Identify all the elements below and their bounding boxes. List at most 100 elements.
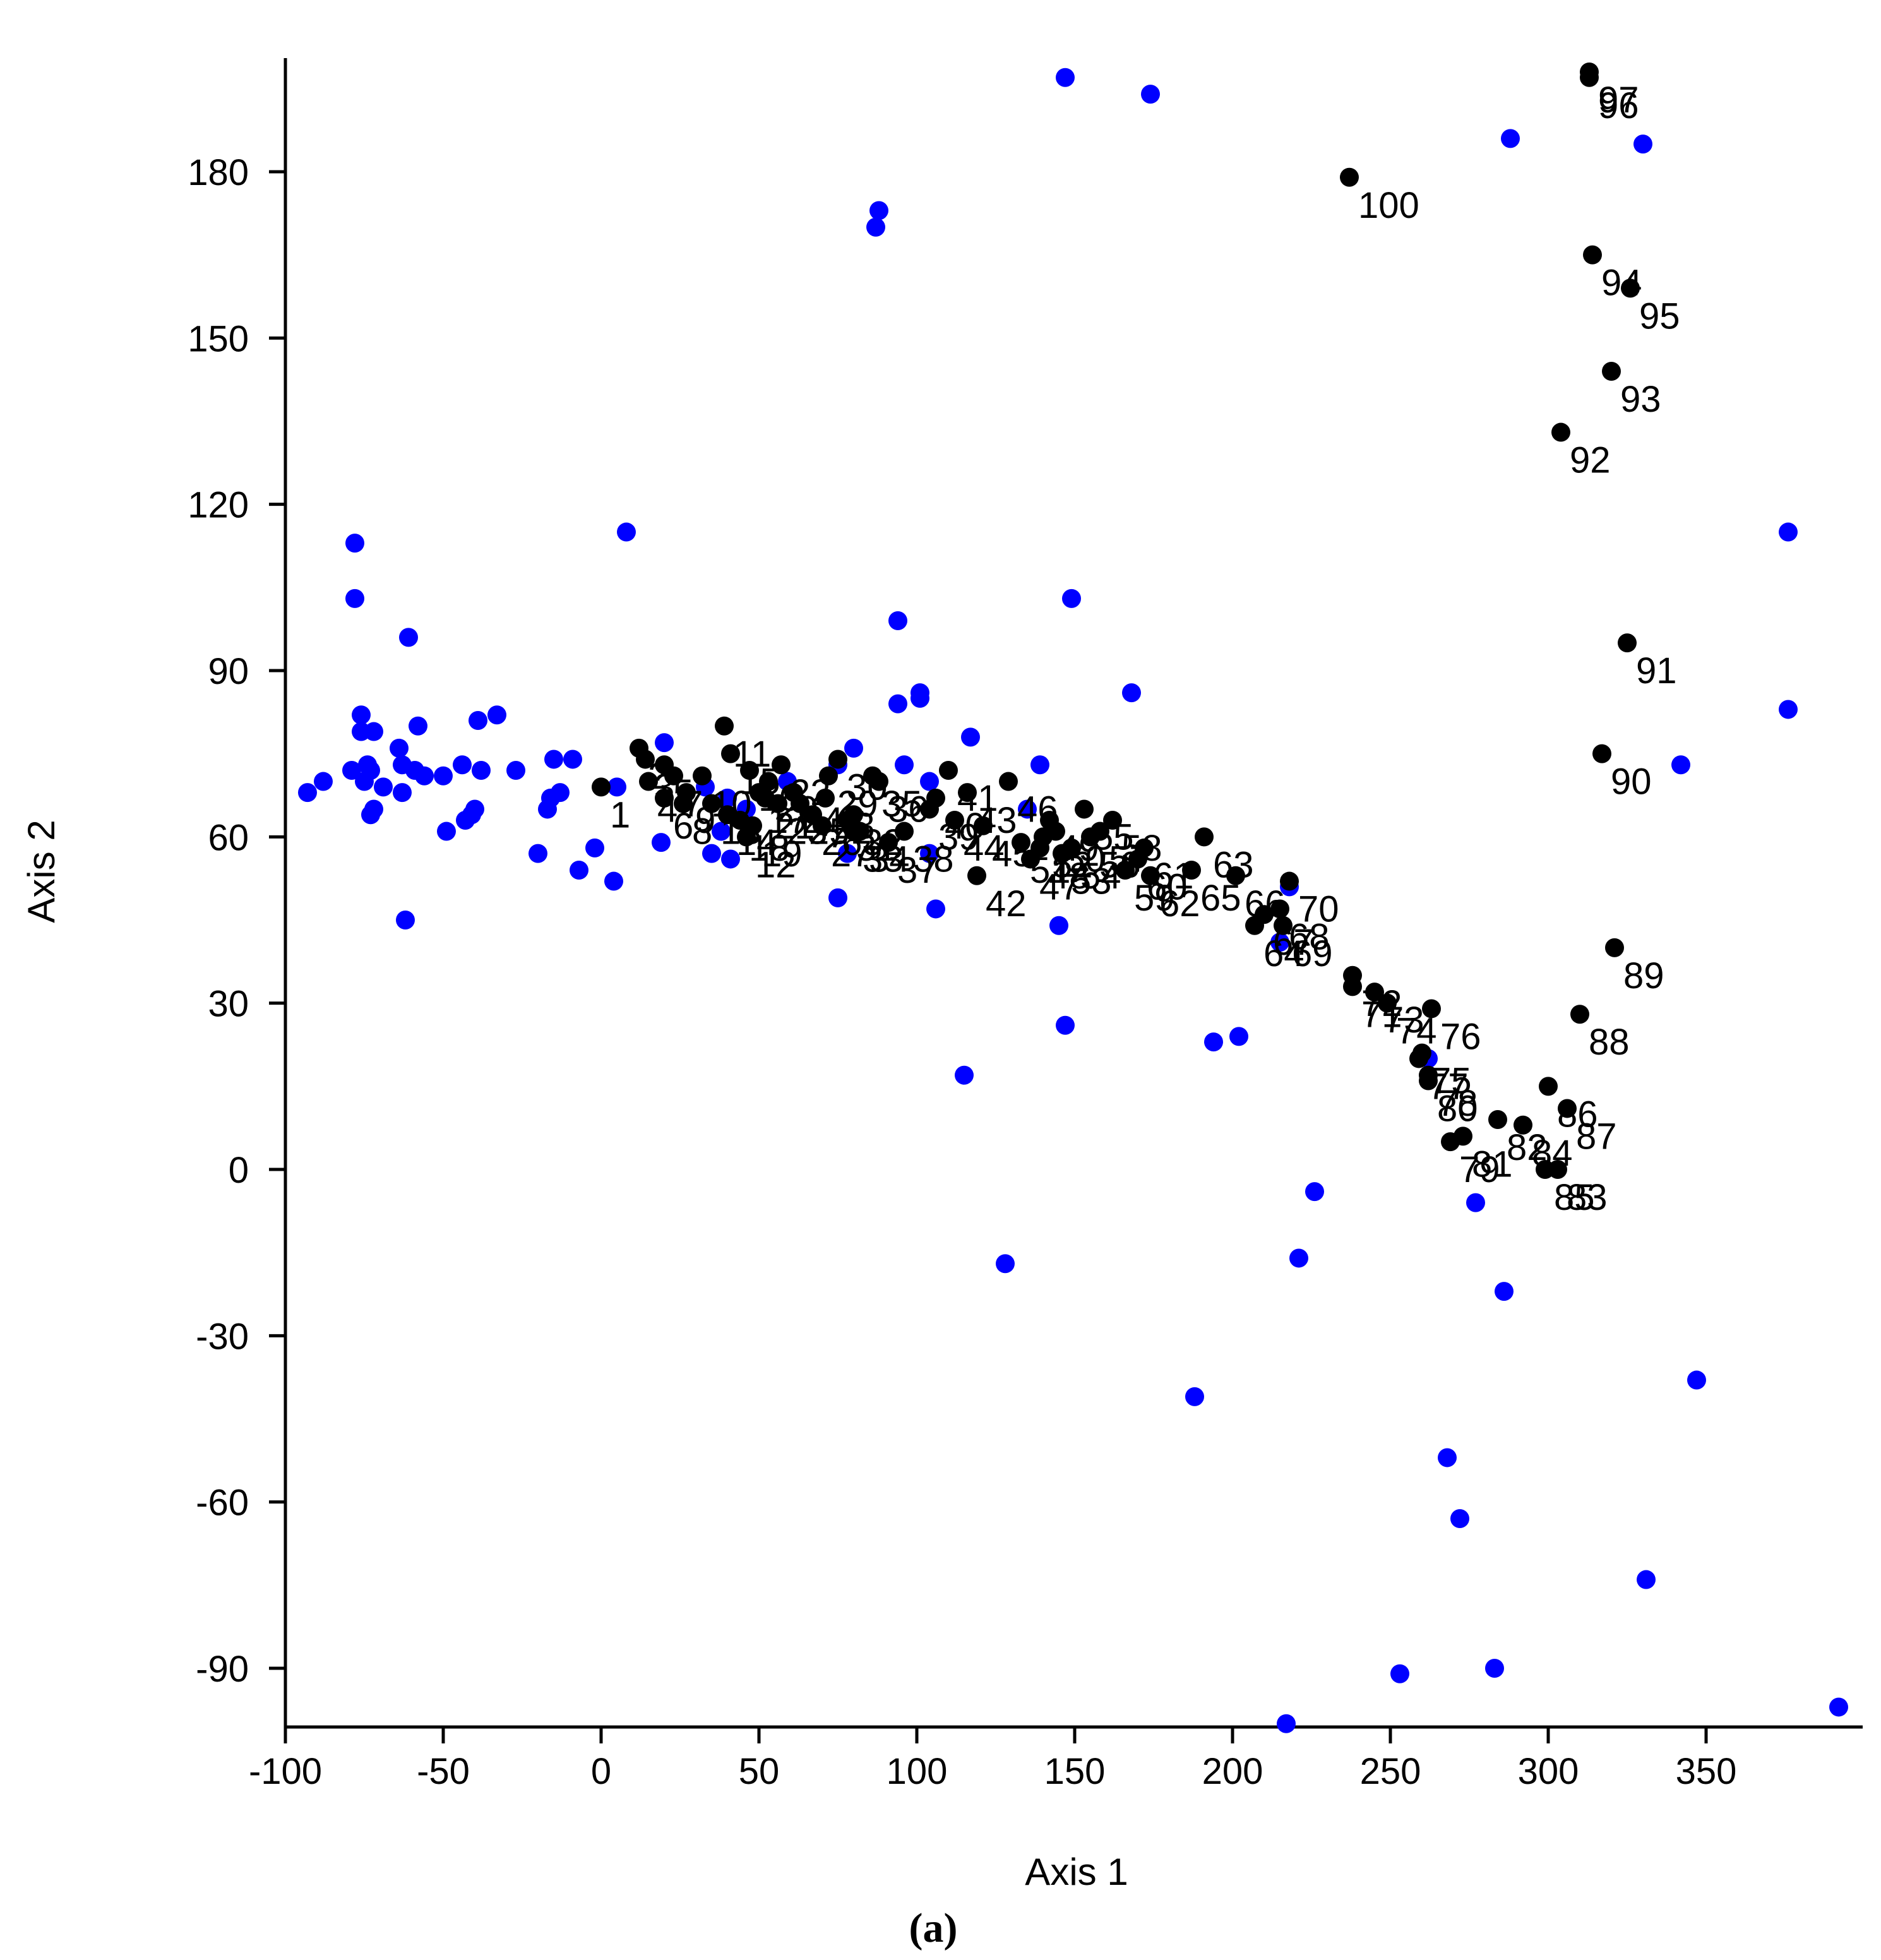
point-label: 45 — [992, 834, 1033, 875]
point-label: 14 — [736, 822, 777, 863]
black-point — [743, 816, 762, 835]
black-point — [702, 794, 721, 813]
black-point — [1570, 1005, 1589, 1024]
y-tick-label: 30 — [208, 984, 249, 1025]
point-label: 86 — [1557, 1094, 1598, 1135]
blue-point — [721, 849, 740, 869]
point-label: 18 — [749, 828, 790, 869]
blue-point — [702, 844, 721, 863]
blue-point — [437, 822, 456, 841]
black-point — [813, 816, 832, 835]
point-label: 30 — [847, 767, 888, 808]
point-label: 48 — [1049, 856, 1090, 897]
black-point — [1255, 905, 1274, 924]
point-label: 58 — [1121, 828, 1162, 869]
blue-point — [1779, 522, 1798, 542]
point-label: 56 — [1099, 844, 1140, 885]
point-label: 87 — [1576, 1116, 1617, 1157]
blue-point — [1229, 1027, 1248, 1046]
black-point — [1340, 167, 1359, 187]
point-label: 10 — [711, 784, 752, 825]
black-point — [851, 822, 869, 841]
black-point — [1075, 799, 1094, 819]
black-point — [1378, 993, 1397, 1013]
blue-point — [652, 833, 671, 852]
blue-point — [1122, 683, 1141, 703]
y-tick-label: 0 — [229, 1150, 249, 1191]
point-label: 13 — [720, 811, 761, 852]
blue-point — [961, 727, 980, 747]
blue-point — [361, 761, 380, 780]
point-label: 84 — [1532, 1133, 1573, 1174]
blue-point — [314, 772, 333, 791]
point-label: 35 — [881, 784, 923, 825]
y-tick-label: -60 — [196, 1483, 249, 1524]
point-label: 32 — [863, 822, 904, 863]
point-label: 50 — [1065, 839, 1106, 880]
y-tick-label: 90 — [208, 651, 249, 692]
point-label: 42 — [986, 883, 1027, 924]
black-point — [939, 761, 958, 780]
blue-point — [828, 888, 847, 907]
blue-point — [585, 838, 604, 858]
blue-point — [1185, 1387, 1204, 1406]
blue-point — [604, 871, 623, 891]
black-point — [1409, 1049, 1428, 1068]
point-label: 75 — [1431, 1061, 1472, 1102]
blue-point — [345, 534, 364, 553]
black-point — [693, 766, 712, 786]
x-tick-label: 250 — [1360, 1751, 1421, 1792]
point-label: 67 — [1273, 922, 1314, 963]
black-point — [1539, 1077, 1558, 1096]
blue-point — [844, 738, 863, 758]
point-label: 77 — [1428, 1066, 1469, 1107]
blue-point — [528, 844, 547, 863]
black-point — [721, 744, 740, 763]
black-point — [844, 805, 863, 825]
point-label: 68 — [1289, 916, 1330, 957]
y-tick-label: 120 — [188, 485, 249, 526]
point-label: 46 — [1017, 789, 1058, 830]
blue-point — [911, 688, 929, 708]
blue-point — [1390, 1664, 1409, 1683]
blue-point — [506, 761, 525, 780]
blue-point — [895, 755, 914, 775]
black-point — [1116, 861, 1135, 880]
black-point — [926, 788, 945, 808]
blue-point — [364, 799, 383, 819]
black-point — [1182, 861, 1201, 880]
black-point — [1551, 422, 1570, 442]
point-label: 12 — [755, 844, 796, 885]
black-point — [759, 772, 778, 791]
black-point — [1343, 965, 1362, 985]
black-point — [1536, 1160, 1555, 1179]
x-tick-label: 200 — [1202, 1751, 1263, 1792]
point-label: 55 — [1093, 816, 1134, 858]
point-label: 37 — [897, 850, 938, 891]
blue-point — [1637, 1570, 1656, 1589]
blue-point — [655, 733, 674, 753]
black-point — [639, 772, 658, 791]
point-label: 43 — [976, 800, 1017, 841]
blue-point — [472, 761, 491, 780]
point-label: 71 — [1361, 994, 1402, 1035]
black-point — [740, 761, 759, 780]
point-labels: 1234567891011121314151617181920212223242… — [610, 80, 1680, 1218]
blue-point — [1141, 85, 1160, 104]
x-tick-label: 300 — [1518, 1751, 1579, 1792]
point-label: 81 — [1472, 1144, 1513, 1185]
panel-label: (a) — [909, 1905, 958, 1951]
blue-point — [1671, 755, 1690, 775]
point-label: 57 — [1109, 839, 1150, 880]
blue-point — [920, 844, 939, 863]
point-label: 21 — [774, 806, 815, 847]
point-label: 51 — [1030, 850, 1071, 891]
point-label: 23 — [787, 811, 828, 852]
black-point — [869, 772, 888, 791]
black-point — [1621, 278, 1640, 298]
point-label: 82 — [1507, 1127, 1548, 1168]
blue-point — [920, 772, 939, 791]
point-label: 69 — [1292, 933, 1333, 974]
point-label: 62 — [1159, 883, 1200, 924]
